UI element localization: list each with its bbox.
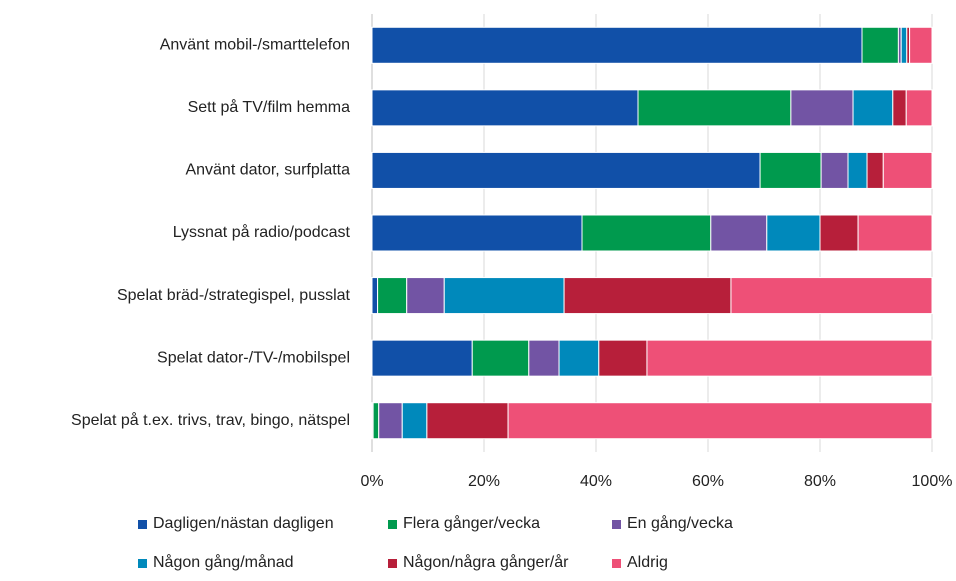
bar-segment xyxy=(646,339,933,377)
bar-segment xyxy=(882,151,933,189)
bar-segment xyxy=(371,339,473,377)
category-label: Sett på TV/film hemma xyxy=(188,98,351,116)
x-tick-label: 0% xyxy=(360,473,383,490)
legend-swatch xyxy=(612,520,621,529)
bar-segment xyxy=(426,402,509,440)
legend-label: Aldrig xyxy=(627,554,668,571)
bar-segment xyxy=(861,26,899,64)
bar-segment xyxy=(371,277,379,315)
bar-segment xyxy=(581,214,712,252)
bar-segment xyxy=(909,26,933,64)
x-tick-label: 100% xyxy=(912,473,953,490)
bar-segment xyxy=(558,339,600,377)
bar-segment xyxy=(766,214,821,252)
category-label: Använt mobil-/smarttelefon xyxy=(160,37,350,54)
legend-swatch xyxy=(138,520,147,529)
bar-segment xyxy=(372,402,380,440)
bar-segment xyxy=(866,151,884,189)
bar-segment xyxy=(371,26,863,64)
bar-segment xyxy=(819,214,859,252)
bar-segment xyxy=(759,151,822,189)
bar-segment xyxy=(857,214,933,252)
legend-swatch xyxy=(612,559,621,568)
bar-segment xyxy=(471,339,530,377)
bar-segment xyxy=(892,89,907,127)
legend-label: En gång/vecka xyxy=(627,514,733,532)
bar-segment xyxy=(371,151,761,189)
bar-segment xyxy=(820,151,849,189)
bar-segment xyxy=(528,339,560,377)
bar-segment xyxy=(443,277,565,315)
bar-segment xyxy=(401,402,428,440)
bar-segment xyxy=(371,89,639,127)
category-label: Spelat på t.ex. trivs, trav, bingo, näts… xyxy=(71,411,350,429)
category-label: Lyssnat på radio/podcast xyxy=(173,223,351,241)
x-tick-label: 40% xyxy=(580,473,612,490)
bar-segment xyxy=(563,277,732,315)
legend-label: Någon/några gånger/år xyxy=(403,553,569,571)
bar-segment xyxy=(598,339,648,377)
bar-segment xyxy=(378,402,403,440)
legend-swatch xyxy=(388,559,397,568)
bar-segment xyxy=(905,89,933,127)
bar-segment xyxy=(637,89,792,127)
bar-segment xyxy=(377,277,408,315)
bar-segment xyxy=(710,214,768,252)
x-tick-label: 80% xyxy=(804,473,836,490)
bar-segment xyxy=(507,402,933,440)
bar-segment xyxy=(790,89,854,127)
legend-swatch xyxy=(388,520,397,529)
bar-segment xyxy=(900,26,908,64)
legend-label: Någon gång/månad xyxy=(153,553,294,571)
legend-swatch xyxy=(138,559,147,568)
category-label: Spelat bräd-/strategispel, pusslat xyxy=(117,287,351,304)
x-tick-label: 60% xyxy=(692,473,724,490)
category-label: Spelat dator-/TV-/mobilspel xyxy=(157,349,350,366)
category-label: Använt dator, surfplatta xyxy=(185,162,350,179)
bar-segment xyxy=(852,89,894,127)
bar-segment xyxy=(847,151,868,189)
bar-segment xyxy=(730,277,933,315)
bar-segment xyxy=(406,277,445,315)
legend-label: Flera gånger/vecka xyxy=(403,514,540,532)
x-tick-label: 20% xyxy=(468,473,500,490)
bar-segment xyxy=(371,214,583,252)
legend-label: Dagligen/nästan dagligen xyxy=(153,515,334,532)
